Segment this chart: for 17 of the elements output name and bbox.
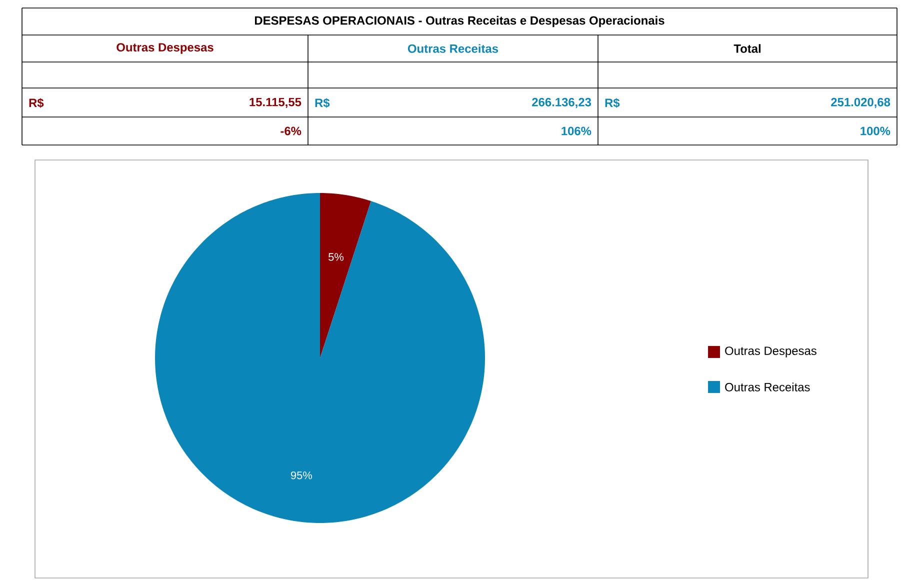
- chart-title: DESPESAS OPERACIONAIS - Outras Receitas e Despesas Operacionais: [254, 16, 664, 28]
- legend-label: Outras Receitas: [725, 382, 810, 392]
- text: 106%: [562, 126, 592, 136]
- text: R$: [315, 98, 330, 108]
- text: 266.136,23: [532, 98, 592, 108]
- text: 251.020,68: [831, 98, 890, 108]
- data-label: 95%: [290, 471, 312, 480]
- data-label: 5%: [328, 253, 344, 261]
- text: R$: [29, 98, 44, 108]
- text: Outras Receitas: [408, 44, 498, 53]
- text: -6%: [280, 126, 302, 136]
- text: Total: [734, 44, 760, 53]
- text: R$: [605, 98, 620, 108]
- text: Outras Despesas: [116, 43, 214, 54]
- legend-label: Outras Despesas: [725, 346, 816, 358]
- text: 15.115,55: [250, 98, 302, 108]
- text: 100%: [860, 126, 890, 136]
